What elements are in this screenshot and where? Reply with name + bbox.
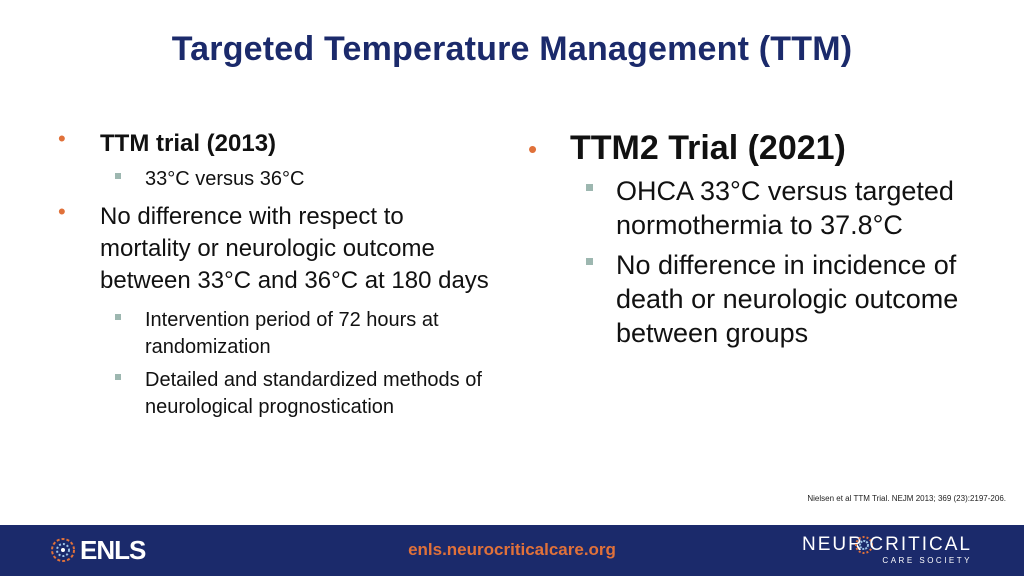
subbullet-no-difference: No difference in incidence of death or n… (528, 248, 968, 350)
website-link[interactable]: enls.neurocriticalcare.org (408, 540, 616, 559)
slide-title: Targeted Temperature Management (TTM) (171, 30, 853, 68)
bullet-text: TTM2 Trial (2021) (570, 129, 846, 167)
footer-bar: ENLS enls.neurocriticalcare.org NEUR CRI… (0, 525, 1024, 576)
logo-word-neur: NEUR (802, 534, 864, 555)
subbullet-intervention-period: Intervention period of 72 hours at rando… (58, 307, 498, 361)
bullet-ttm-trial: • TTM trial (2013) (58, 128, 498, 160)
bullet-text: TTM trial (2013) (100, 130, 277, 157)
brain-icon (51, 538, 75, 562)
right-column: • TTM2 Trial (2021) OHCA 33°C versus tar… (528, 128, 968, 350)
subbullet-text: Detailed and standardized methods of neu… (145, 369, 482, 418)
bullet-dot: • (58, 199, 66, 224)
square-bullet-icon (586, 184, 593, 191)
subbullet-text: No difference in incidence of death or n… (616, 250, 959, 348)
enls-logo-text: ENLS (80, 534, 146, 565)
logo-word-critical: CRITICAL (869, 534, 972, 555)
subbullet-ohca: OHCA 33°C versus targeted normothermia t… (528, 174, 968, 242)
square-bullet-icon (115, 173, 121, 179)
subbullet-prognostication: Detailed and standardized methods of neu… (58, 367, 498, 421)
bullet-no-difference: • No difference with respect to mortalit… (58, 201, 498, 297)
bullet-dot: • (528, 134, 538, 164)
bullet-dot: • (58, 126, 66, 151)
bullet-ttm2-trial: • TTM2 Trial (2021) (528, 128, 968, 168)
square-bullet-icon (115, 314, 121, 320)
square-bullet-icon (115, 374, 121, 380)
square-bullet-icon (586, 258, 593, 265)
subbullet-text: OHCA 33°C versus targeted normothermia t… (616, 176, 954, 240)
subbullet-text: Intervention period of 72 hours at rando… (145, 309, 439, 358)
subbullet-text: 33°C versus 36°C (145, 168, 305, 190)
bullet-text: No difference with respect to mortality … (100, 203, 489, 294)
neurocritical-care-society-logo: NEUR CRITICAL CARE SOCIETY (802, 534, 972, 568)
subbullet-33-vs-36: 33°C versus 36°C (58, 166, 498, 193)
enls-logo: ENLS (50, 534, 146, 565)
left-column: • TTM trial (2013) 33°C versus 36°C • No… (58, 128, 498, 421)
logo-subtitle: CARE SOCIETY (882, 556, 972, 565)
brain-icon (855, 536, 873, 554)
citation: Nielsen et al TTM Trial. NEJM 2013; 369 … (807, 494, 1006, 503)
